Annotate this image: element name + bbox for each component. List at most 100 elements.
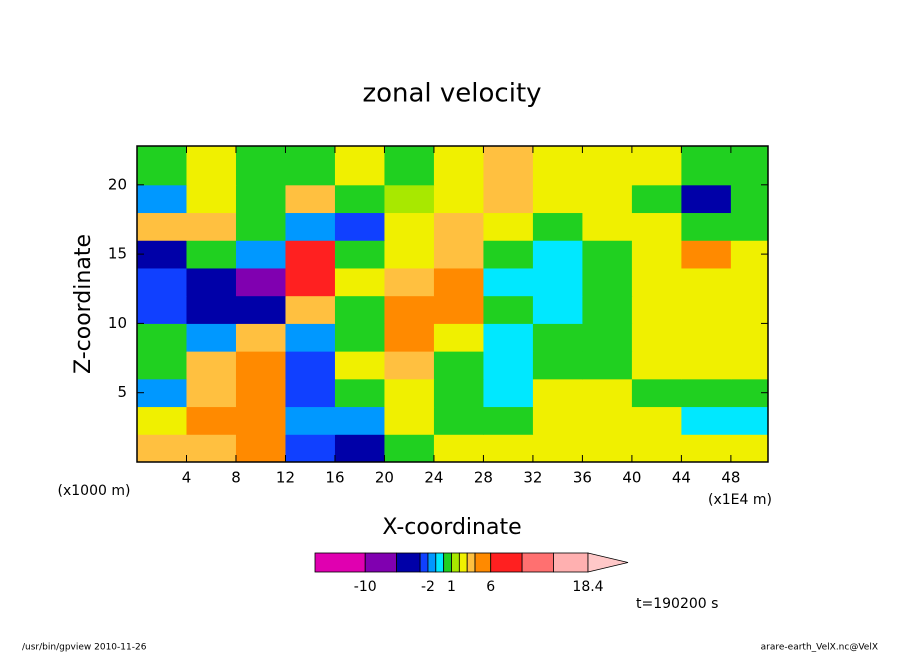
- field-cell: [582, 295, 633, 324]
- field-cell: [582, 146, 633, 186]
- field-cell: [582, 212, 633, 241]
- field-cell: [433, 434, 484, 463]
- field-cell: [137, 212, 187, 241]
- colorbar-segment: [396, 552, 421, 573]
- colorbar-tick-label: 1: [447, 579, 456, 595]
- field-cell: [384, 146, 435, 186]
- field-cell: [384, 406, 435, 435]
- field-cell: [730, 212, 769, 241]
- field-cell: [433, 267, 484, 297]
- x-tick-label: 36: [573, 469, 592, 487]
- field-cell: [137, 406, 187, 435]
- field-cell: [582, 184, 633, 214]
- field-cell: [384, 323, 435, 352]
- field-cell: [483, 240, 534, 269]
- x-tick-label: 32: [523, 469, 542, 487]
- field-cell: [235, 212, 286, 241]
- field-cell: [730, 434, 769, 463]
- colorbar-segment: [427, 552, 437, 573]
- field-cell: [433, 378, 484, 408]
- field-cell: [483, 267, 534, 297]
- field-cell: [186, 240, 237, 269]
- y-tick-label: 20: [108, 175, 127, 193]
- field-cell: [384, 212, 435, 241]
- field-cell: [334, 267, 385, 297]
- field-cell: [186, 406, 237, 435]
- x-tick-label: 4: [182, 469, 192, 487]
- field-cell: [631, 295, 682, 324]
- field-cell: [681, 378, 732, 408]
- y-tick-label: 10: [108, 314, 127, 332]
- field-cell: [384, 351, 435, 380]
- field-cell: [433, 323, 484, 352]
- field-cell: [582, 240, 633, 269]
- field-cell: [186, 267, 237, 297]
- field-cell: [285, 323, 336, 352]
- field-cell: [532, 378, 583, 408]
- field-cell: [681, 212, 732, 241]
- x-tick-label: 40: [622, 469, 641, 487]
- field-cell: [631, 184, 682, 214]
- field-cell: [235, 267, 286, 297]
- field-cell: [433, 240, 484, 269]
- field-cell: [334, 406, 385, 435]
- colorbar-segment: [451, 552, 460, 573]
- colorbar-segment: [419, 552, 429, 573]
- field-cell: [384, 434, 435, 463]
- field-cell: [384, 378, 435, 408]
- field-cell: [631, 378, 682, 408]
- field-cell: [532, 212, 583, 241]
- field-cell: [334, 212, 385, 241]
- field-cell: [681, 267, 732, 297]
- field-cell: [433, 212, 484, 241]
- field-cell: [631, 406, 682, 435]
- x-tick-label: 48: [721, 469, 740, 487]
- field-cell: [631, 267, 682, 297]
- field-cell: [483, 434, 534, 463]
- field-cell: [681, 406, 732, 435]
- field-cell: [532, 267, 583, 297]
- field-cell: [730, 351, 769, 380]
- field-cell: [433, 146, 484, 186]
- field-cell: [631, 212, 682, 241]
- field-cell: [137, 146, 187, 186]
- field-cell: [186, 146, 237, 186]
- field-cell: [483, 212, 534, 241]
- field-cell: [532, 434, 583, 463]
- colorbar-segment: [466, 552, 476, 573]
- field-cell: [631, 434, 682, 463]
- field-cell: [285, 184, 336, 214]
- field-cell: [235, 295, 286, 324]
- colorbar-segment: [364, 552, 397, 573]
- field-cell: [483, 406, 534, 435]
- field-cell: [137, 267, 187, 297]
- colorbar-segment: [458, 552, 468, 573]
- field-cell: [235, 323, 286, 352]
- field-cell: [483, 295, 534, 324]
- colorbar-segment: [490, 552, 523, 573]
- field-cell: [334, 351, 385, 380]
- colorbar-segment: [314, 552, 366, 573]
- field-cell: [631, 351, 682, 380]
- field-cell: [483, 323, 534, 352]
- field: [137, 146, 769, 463]
- field-cell: [334, 240, 385, 269]
- field-cell: [186, 351, 237, 380]
- y-tick-label: 5: [117, 383, 127, 401]
- field-cell: [681, 323, 732, 352]
- colorbar-segment: [443, 552, 452, 573]
- field-cell: [334, 378, 385, 408]
- field-cell: [137, 351, 187, 380]
- field-cell: [433, 295, 484, 324]
- field-cell: [532, 184, 583, 214]
- plot-frame: [136, 145, 769, 463]
- colorbar-segment: [521, 552, 554, 573]
- field-cell: [137, 295, 187, 324]
- field-cell: [582, 323, 633, 352]
- field-cell: [137, 378, 187, 408]
- field-cell: [137, 184, 187, 214]
- field-cell: [285, 406, 336, 435]
- field-cell: [681, 146, 732, 186]
- field-cell: [730, 267, 769, 297]
